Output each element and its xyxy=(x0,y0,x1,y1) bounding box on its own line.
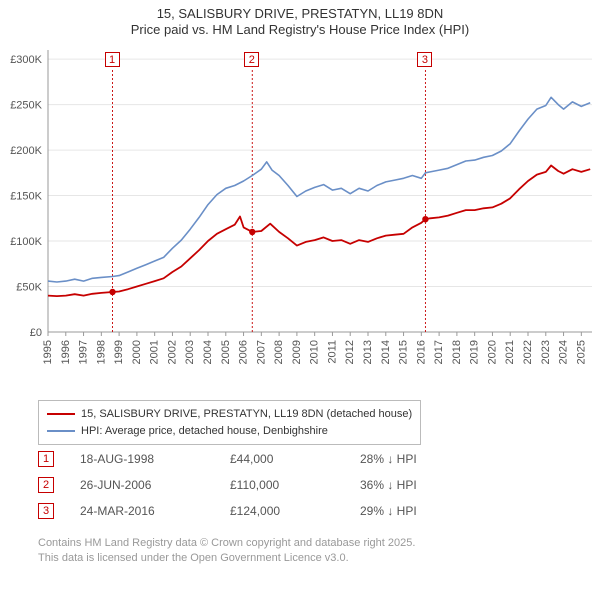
svg-text:1995: 1995 xyxy=(42,340,54,364)
legend-item: HPI: Average price, detached house, Denb… xyxy=(47,423,412,440)
sale-diff: 29% ↓ HPI xyxy=(360,504,490,518)
sale-marker-box: 2 xyxy=(38,477,54,493)
svg-text:2003: 2003 xyxy=(184,340,196,364)
svg-text:2000: 2000 xyxy=(131,340,143,364)
legend: 15, SALISBURY DRIVE, PRESTATYN, LL19 8DN… xyxy=(38,400,421,445)
svg-text:2016: 2016 xyxy=(415,340,427,364)
svg-text:1996: 1996 xyxy=(60,340,72,364)
legend-label: HPI: Average price, detached house, Denb… xyxy=(81,423,328,440)
svg-text:2008: 2008 xyxy=(273,340,285,364)
svg-text:2005: 2005 xyxy=(220,340,232,364)
svg-text:2025: 2025 xyxy=(575,340,587,364)
sale-date: 18-AUG-1998 xyxy=(80,452,230,466)
svg-text:2023: 2023 xyxy=(540,340,552,364)
svg-text:1998: 1998 xyxy=(95,340,107,364)
price-chart: £0 £50K £100K £150K £200K £250K £300K 1995 1996 1… xyxy=(0,44,600,394)
svg-text:1997: 1997 xyxy=(78,340,90,364)
svg-text:2022: 2022 xyxy=(522,340,534,364)
sale-diff: 28% ↓ HPI xyxy=(360,452,490,466)
svg-text:2017: 2017 xyxy=(433,340,445,364)
svg-text:£250K: £250K xyxy=(10,100,42,112)
chart-svg: £0 £50K £100K £150K £200K £250K £300K 1995 1996 1… xyxy=(0,44,600,394)
chart-title: 15, SALISBURY DRIVE, PRESTATYN, LL19 8DN… xyxy=(0,0,600,39)
legend-swatch xyxy=(47,430,75,432)
svg-text:2019: 2019 xyxy=(469,340,481,364)
svg-text:2010: 2010 xyxy=(309,340,321,364)
svg-text:2013: 2013 xyxy=(362,340,374,364)
sale-marker-1: 1 xyxy=(105,52,120,67)
legend-swatch xyxy=(47,413,75,415)
svg-text:2014: 2014 xyxy=(380,340,392,364)
license-footnote: Contains HM Land Registry data © Crown c… xyxy=(38,536,558,566)
svg-text:£150K: £150K xyxy=(10,191,42,203)
sale-price: £44,000 xyxy=(230,452,360,466)
sale-price: £110,000 xyxy=(230,478,360,492)
sale-diff: 36% ↓ HPI xyxy=(360,478,490,492)
svg-text:2001: 2001 xyxy=(149,340,161,364)
svg-text:2007: 2007 xyxy=(255,340,267,364)
sale-row: 1 18-AUG-1998£44,00028% ↓ HPI xyxy=(38,446,558,472)
svg-text:2021: 2021 xyxy=(504,340,516,364)
sales-table: 1 18-AUG-1998£44,00028% ↓ HPI 2 26-JUN-2006… xyxy=(38,446,558,524)
sale-marker-box: 1 xyxy=(38,451,54,467)
svg-text:2015: 2015 xyxy=(398,340,410,364)
sale-date: 24-MAR-2016 xyxy=(80,504,230,518)
svg-text:2011: 2011 xyxy=(326,340,338,364)
sale-marker-2: 2 xyxy=(244,52,259,67)
legend-item: 15, SALISBURY DRIVE, PRESTATYN, LL19 8DN… xyxy=(47,406,412,423)
svg-text:2018: 2018 xyxy=(451,340,463,364)
svg-text:2024: 2024 xyxy=(558,340,570,364)
svg-text:£300K: £300K xyxy=(10,54,42,66)
svg-text:£0: £0 xyxy=(30,327,42,339)
legend-label: 15, SALISBURY DRIVE, PRESTATYN, LL19 8DN… xyxy=(81,406,412,423)
svg-text:2009: 2009 xyxy=(291,340,303,364)
sale-price: £124,000 xyxy=(230,504,360,518)
sale-marker-box: 3 xyxy=(38,503,54,519)
sale-date: 26-JUN-2006 xyxy=(80,478,230,492)
title-subtitle: Price paid vs. HM Land Registry's House … xyxy=(0,22,600,37)
sale-row: 2 26-JUN-2006£110,00036% ↓ HPI xyxy=(38,472,558,498)
svg-text:2020: 2020 xyxy=(486,340,498,364)
title-address: 15, SALISBURY DRIVE, PRESTATYN, LL19 8DN xyxy=(0,6,600,21)
sale-row: 3 24-MAR-2016£124,00029% ↓ HPI xyxy=(38,498,558,524)
footnote-line2: This data is licensed under the Open Gov… xyxy=(38,551,558,566)
svg-text:£50K: £50K xyxy=(16,282,42,294)
svg-text:2002: 2002 xyxy=(166,340,178,364)
svg-text:2012: 2012 xyxy=(344,340,356,364)
svg-text:2004: 2004 xyxy=(202,340,214,364)
svg-text:1999: 1999 xyxy=(113,340,125,364)
svg-text:2006: 2006 xyxy=(238,340,250,364)
svg-text:£100K: £100K xyxy=(10,236,42,248)
footnote-line1: Contains HM Land Registry data © Crown c… xyxy=(38,536,558,551)
svg-text:£200K: £200K xyxy=(10,145,42,157)
sale-marker-3: 3 xyxy=(417,52,432,67)
